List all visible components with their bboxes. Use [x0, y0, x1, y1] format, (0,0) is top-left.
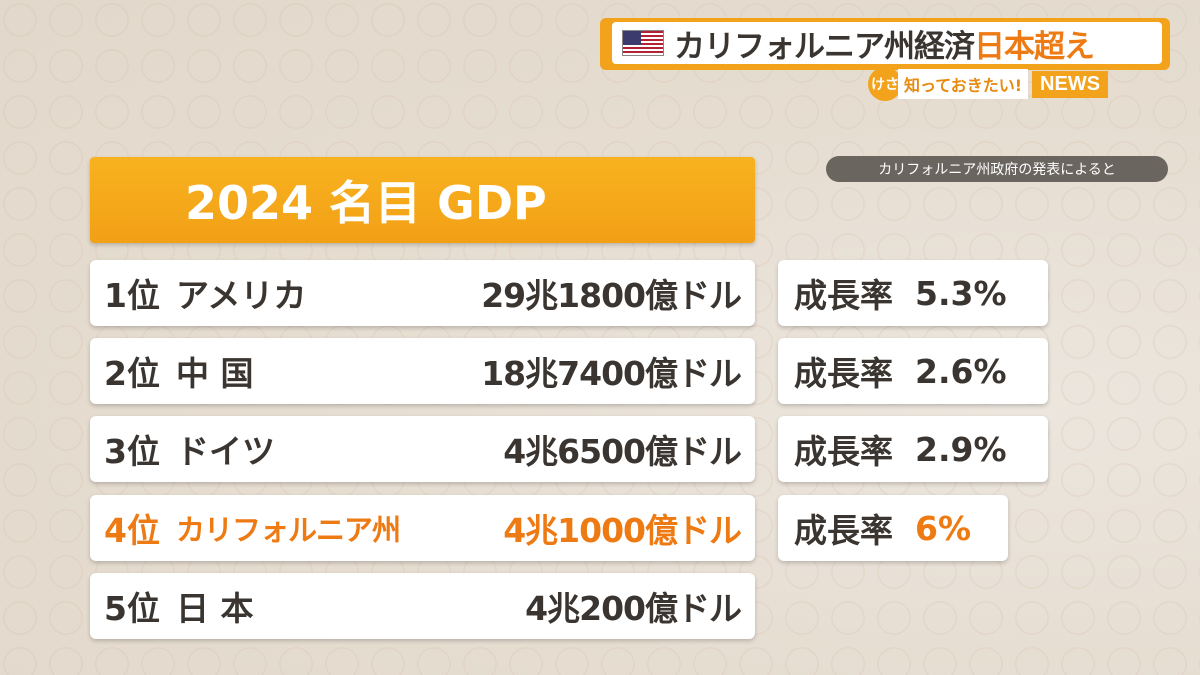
country-name: カリフォルニア州 [176, 513, 401, 547]
growth-rate: 5.3% [915, 273, 1007, 313]
segment-news: NEWS [1032, 70, 1109, 98]
rank: 2位 [104, 354, 160, 393]
table-row-highlighted: 4位 カリフォルニア州 4兆1000億ドル [90, 495, 755, 561]
growth-box: 成長率 2.6% [778, 338, 1048, 404]
country-name: アメリカ [176, 276, 307, 315]
table-row: 3位 ドイツ 4兆6500億ドル [90, 416, 755, 482]
gdp-value: 4兆1000億ドル [503, 511, 742, 550]
gdp-value: 4兆6500億ドル [503, 432, 742, 471]
growth-label: 成長率 [794, 511, 893, 550]
growth-box: 成長率 5.3% [778, 260, 1048, 326]
country-name: 日 本 [176, 589, 254, 628]
growth-label: 成長率 [794, 432, 893, 471]
growth-rate: 2.9% [915, 429, 1007, 469]
growth-box: 成長率 6% [778, 495, 1008, 561]
table-row: 1位 アメリカ 29兆1800億ドル [90, 260, 755, 326]
us-flag-icon [622, 30, 664, 56]
rank: 1位 [104, 276, 160, 315]
rank: 5位 [104, 589, 160, 628]
source-caption: カリフォルニア州政府の発表によると [826, 156, 1168, 182]
segment-badge: けさ 知っておきたい! NEWS [868, 67, 1109, 101]
growth-label: 成長率 [794, 354, 893, 393]
country-name: ドイツ [176, 432, 275, 471]
headline-main: カリフォルニア州経済 [674, 28, 975, 65]
rank: 4位 [104, 511, 160, 550]
headline-accent: 日本超え [974, 28, 1095, 65]
growth-box: 成長率 2.9% [778, 416, 1048, 482]
growth-rate-highlighted: 6% [915, 508, 972, 548]
gdp-value: 4兆200億ドル [525, 589, 742, 628]
headline-banner: カリフォルニア州経済 日本超え [600, 18, 1170, 70]
growth-label: 成長率 [794, 276, 893, 315]
page-title: 2024 名目 GDP [90, 157, 755, 243]
rank: 3位 [104, 432, 160, 471]
gdp-value: 18兆7400億ドル [481, 354, 742, 393]
segment-circle: けさ [868, 67, 902, 101]
growth-rate: 2.6% [915, 351, 1007, 391]
segment-label: 知っておきたい! [898, 69, 1029, 99]
table-row: 2位 中 国 18兆7400億ドル [90, 338, 755, 404]
country-name: 中 国 [176, 354, 254, 393]
gdp-value: 29兆1800億ドル [481, 276, 742, 315]
table-row: 5位 日 本 4兆200億ドル [90, 573, 755, 639]
